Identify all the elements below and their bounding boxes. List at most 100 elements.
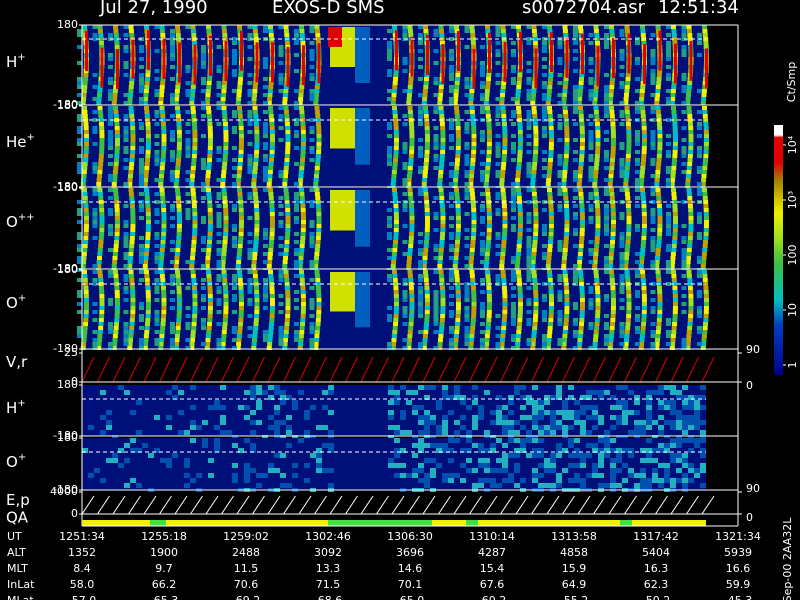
spectrum-cell: [485, 330, 491, 334]
spectrum-cell: [81, 256, 87, 260]
spectrum-cell: [176, 150, 182, 154]
spectrum-cell: [486, 224, 492, 228]
spectrum-cell: [656, 236, 662, 240]
spectrum-cell: [170, 248, 175, 252]
spectrum-cell: [502, 142, 508, 146]
spectrum-cell: [511, 196, 516, 200]
spectrum-cell: [625, 196, 631, 200]
spectrum-cell: [422, 260, 428, 264]
spectrum-cell: [485, 270, 490, 274]
spectrum-cell: [687, 158, 693, 162]
spectrum-cell: [672, 150, 678, 154]
spectrum-cell: [108, 81, 113, 85]
spectrum-cell: [495, 278, 501, 282]
spectrum-cell: [278, 274, 284, 278]
spectrum-cell: [185, 306, 191, 310]
spectrum-cell: [83, 216, 89, 220]
spectrum-cell: [160, 282, 166, 286]
spectrum-cell: [284, 322, 290, 326]
spectrum-cell: [594, 326, 600, 330]
spectrum-cell: [656, 81, 662, 85]
spectrum-cell: [392, 29, 398, 33]
spectrum-cell: [254, 232, 260, 236]
spectrum-cell: [666, 244, 671, 248]
spectrum-cell: [502, 314, 508, 318]
spectrum-cell: [449, 274, 454, 278]
spectrum-cell: [154, 256, 160, 260]
spectrum-cell: [508, 435, 514, 440]
spectrum-cell: [77, 334, 82, 338]
spectrum-cell: [703, 298, 709, 302]
spectrum-cell: [557, 208, 563, 212]
spectrum-cell: [207, 146, 213, 150]
spectrum-cell: [201, 278, 206, 282]
spectrum-cell: [309, 89, 315, 93]
spectrum-cell: [139, 252, 144, 256]
spectrum-cell: [393, 134, 399, 138]
spectrum-cell: [424, 146, 430, 150]
spectrum-cell: [703, 41, 709, 45]
spectrum-cell: [254, 314, 260, 318]
spectrum-cell: [267, 97, 273, 101]
spectrum-cell: [464, 306, 470, 310]
spectrum-cell: [113, 278, 119, 282]
spectrum-cell: [533, 224, 539, 228]
spectrum-cell: [144, 81, 150, 85]
spectrum-cell: [641, 146, 647, 150]
spectrum-cell: [562, 170, 568, 174]
spectrum-cell: [641, 134, 647, 138]
spectrum-cell: [191, 322, 197, 326]
spectrum-cell: [309, 346, 315, 350]
spectrum-cell: [298, 390, 304, 395]
spectrum-cell: [449, 57, 454, 61]
spectrum-cell: [670, 405, 676, 410]
spectrum-cell: [81, 174, 87, 178]
spectrum-cell: [108, 162, 113, 166]
spectrum-cell: [300, 224, 306, 228]
spectrum-cell: [515, 338, 521, 342]
spectrum-cell: [145, 73, 151, 77]
spectrum-cell: [189, 346, 195, 350]
spectrum-cell: [594, 240, 600, 244]
spectrum-cell: [550, 430, 556, 435]
spectrum-cell: [216, 252, 222, 256]
spectrum-cell: [604, 260, 609, 264]
spectrum-cell: [232, 41, 237, 45]
spectrum-cell: [309, 240, 315, 244]
spectrum-cell: [471, 146, 477, 150]
spectrum-cell: [508, 410, 514, 415]
y-tick-label: -180: [53, 98, 78, 111]
spectrum-cell: [556, 390, 562, 395]
spectrum-cell: [81, 342, 87, 346]
spectrum-cell: [453, 174, 459, 178]
spectrum-cell: [557, 122, 563, 126]
spectrum-cell: [406, 430, 412, 435]
spectrum-cell: [267, 89, 273, 93]
spectrum-cell: [232, 274, 237, 278]
spectrum-cell: [650, 110, 656, 114]
spectrum-cell: [282, 256, 288, 260]
spectrum-cell: [542, 224, 547, 228]
spectrum-cell: [576, 182, 582, 186]
spectrum-cell: [480, 93, 485, 97]
spectrum-cell: [407, 170, 413, 174]
spectrum-cell: [464, 342, 470, 346]
spectrum-cell: [191, 318, 197, 322]
spectrum-cell: [175, 278, 181, 282]
spectrum-cell: [550, 410, 556, 415]
spectrum-cell: [666, 232, 671, 236]
spectrum-cell: [283, 29, 289, 33]
spectrum-cell: [650, 138, 656, 142]
spectrum-cell: [561, 342, 567, 346]
spectrum-cell: [388, 400, 394, 405]
spectrum-cell: [557, 244, 563, 248]
spectrum-cell: [145, 122, 151, 126]
spectrum-cell: [564, 130, 570, 134]
spectrum-cell: [175, 248, 181, 252]
spectrum-cell: [433, 126, 439, 130]
spectrum-cell: [573, 188, 578, 192]
spectrum-cell: [604, 85, 609, 89]
spectrum-cell: [263, 290, 268, 294]
spectrum-cell: [578, 106, 583, 110]
spectrum-cell: [532, 420, 538, 425]
